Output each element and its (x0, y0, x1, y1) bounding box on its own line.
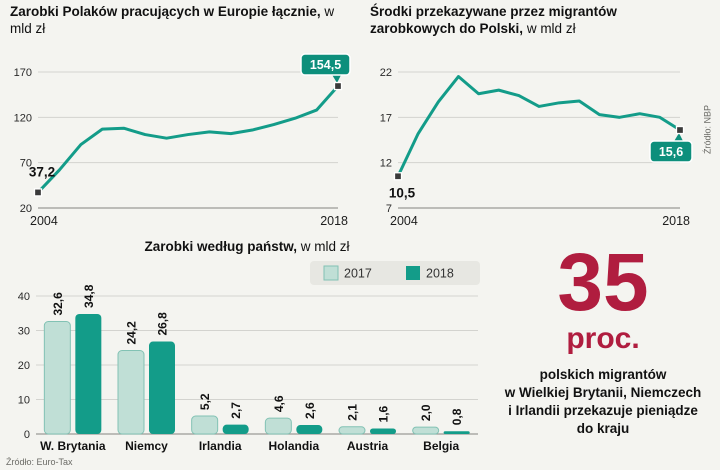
svg-text:2004: 2004 (390, 214, 418, 228)
earnings-by-country-title: Zarobki według państw, w mld zł (6, 238, 488, 255)
svg-text:0,8: 0,8 (450, 408, 464, 425)
source-nbp: Źródło: NBP (702, 104, 713, 155)
highlight-line: do kraju (576, 421, 630, 437)
svg-text:5,2: 5,2 (198, 393, 212, 410)
title-unit: w mld zł (10, 4, 335, 36)
highlight-unit: proc. (566, 321, 640, 355)
highlight-line: i Irlandii przekazuje pieniądze (508, 403, 698, 419)
panel-total-earnings: Zarobki Polaków pracujących w Europie łą… (6, 3, 358, 235)
svg-text:2,1: 2,1 (346, 404, 360, 421)
svg-text:Austria: Austria (347, 439, 389, 453)
svg-text:Belgia: Belgia (423, 439, 459, 453)
svg-text:2018: 2018 (662, 214, 690, 228)
total-earnings-line-chart: 20 70 120 170 2004 2018 154,5 37,2 (14, 53, 351, 228)
svg-text:34,8: 34,8 (82, 284, 96, 308)
svg-text:1,6: 1,6 (377, 405, 391, 422)
svg-text:0: 0 (24, 429, 30, 441)
transfers-line-chart: 7 12 17 22 2004 2018 15,6 10,5 (380, 67, 693, 228)
svg-text:12: 12 (380, 158, 392, 170)
svg-text:10: 10 (18, 395, 30, 407)
title-unit: w mld zł (300, 239, 350, 254)
svg-text:10,5: 10,5 (389, 185, 416, 200)
title-bold: Zarobki według państw, (144, 239, 297, 254)
svg-text:32,6: 32,6 (51, 292, 65, 316)
svg-text:Holandia: Holandia (268, 439, 319, 453)
highlight-line: polskich migrantów (539, 366, 667, 382)
svg-text:120: 120 (14, 112, 32, 124)
highlight-line: w Wielkiej Brytanii, Niemczech (504, 385, 702, 401)
svg-text:2018: 2018 (320, 214, 348, 228)
svg-text:15,6: 15,6 (659, 145, 683, 159)
svg-text:20: 20 (18, 360, 30, 372)
panel-transfers: Środki przekazywane przez migrantów zaro… (366, 3, 700, 235)
svg-text:30: 30 (18, 326, 30, 338)
svg-text:2,7: 2,7 (229, 402, 243, 419)
svg-text:2004: 2004 (30, 214, 58, 228)
earnings-by-country-bar-chart: 0 10 20 30 40 W. Brytania 32,6 34,8 Niemcy 24,2 26… (18, 261, 480, 453)
svg-text:70: 70 (20, 158, 32, 170)
svg-text:24,2: 24,2 (125, 321, 139, 345)
title-bold: Środki przekazywane przez migrantów zaro… (370, 4, 617, 36)
panel-earnings-by-country: Zarobki według państw, w mld zł 0 10 20 30 4… (6, 238, 488, 459)
highlight-number: 35 (557, 237, 649, 328)
total-earnings-title: Zarobki Polaków pracujących w Europie łą… (10, 3, 358, 39)
svg-text:2018: 2018 (426, 267, 454, 281)
svg-text:7: 7 (386, 203, 392, 215)
svg-text:17: 17 (380, 112, 392, 124)
svg-text:W. Brytania: W. Brytania (40, 439, 106, 453)
svg-text:26,8: 26,8 (156, 312, 170, 336)
title-unit: w mld zł (526, 21, 576, 36)
svg-text:4,6: 4,6 (272, 395, 286, 412)
svg-text:170: 170 (14, 67, 32, 79)
svg-text:37,2: 37,2 (29, 164, 55, 179)
source-eurotax: Źródło: Euro-Tax (6, 457, 73, 467)
svg-text:40: 40 (18, 291, 30, 303)
svg-text:22: 22 (380, 67, 392, 79)
panel-highlight-stat: 35 proc. polskich migrantów w Wielkiej B… (490, 237, 716, 439)
title-bold: Zarobki Polaków pracujących w Europie łą… (10, 4, 321, 19)
svg-text:20: 20 (20, 203, 32, 215)
svg-text:154,5: 154,5 (310, 58, 341, 72)
svg-text:Niemcy: Niemcy (125, 439, 168, 453)
svg-text:2,0: 2,0 (419, 404, 433, 421)
transfers-title: Środki przekazywane przez migrantów zaro… (370, 3, 700, 39)
svg-text:2,6: 2,6 (303, 402, 317, 419)
svg-text:Irlandia: Irlandia (199, 439, 242, 453)
highlight-description: polskich migrantów w Wielkiej Brytanii, … (490, 366, 716, 439)
svg-text:2017: 2017 (344, 267, 372, 281)
